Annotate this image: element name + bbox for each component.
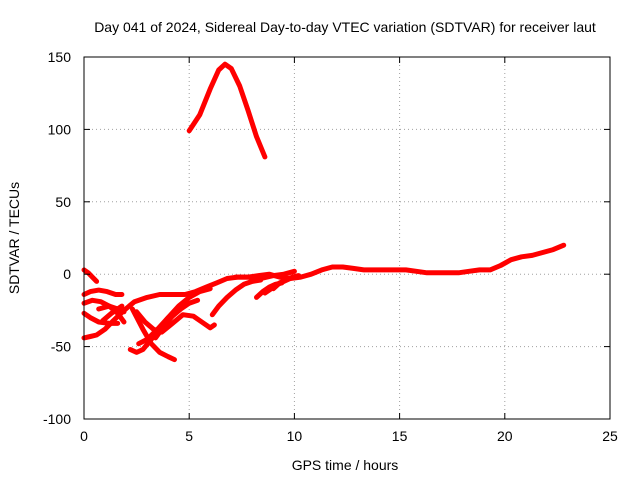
chart-title: Day 041 of 2024, Sidereal Day-to-day VTE…	[94, 19, 596, 35]
y-tick-label: 150	[48, 49, 72, 65]
y-tick-label: -50	[51, 339, 71, 355]
y-tick-label: -100	[43, 411, 71, 427]
x-axis-label: GPS time / hours	[292, 457, 399, 473]
series-arc-12	[136, 286, 213, 347]
series-arc-18	[270, 273, 302, 292]
series-arc-1	[186, 61, 268, 160]
series-arc-7	[96, 303, 127, 315]
x-tick-label: 0	[80, 428, 88, 444]
series-arc-14	[209, 277, 264, 318]
series-arc-2	[81, 242, 567, 341]
plot-frame	[83, 56, 611, 420]
axis-ticks: 0 5 10 15 20 25 -100 -50 0 50 100 150	[43, 49, 618, 444]
series-arc-10	[134, 309, 217, 335]
x-tick-label: 15	[392, 428, 408, 444]
grid-lines	[84, 57, 610, 419]
y-tick-label: 0	[63, 266, 71, 282]
y-tick-label: 50	[55, 194, 71, 210]
series-arc-5	[81, 297, 127, 325]
x-tick-label: 10	[287, 428, 303, 444]
y-axis-label: SDTVAR / TECUs	[6, 182, 22, 294]
series-arc-13	[153, 297, 201, 341]
x-tick-label: 20	[497, 428, 513, 444]
series-arc-9	[129, 306, 177, 363]
series-arc-15	[233, 268, 297, 281]
series-arc-8	[100, 303, 125, 323]
series-arc-3	[81, 267, 100, 284]
x-tick-label: 25	[602, 428, 618, 444]
series-arc-6	[81, 310, 121, 326]
x-tick-label: 5	[185, 428, 193, 444]
y-tick-label: 100	[48, 121, 72, 137]
series-arc-4	[81, 287, 125, 297]
data-series	[81, 61, 567, 363]
